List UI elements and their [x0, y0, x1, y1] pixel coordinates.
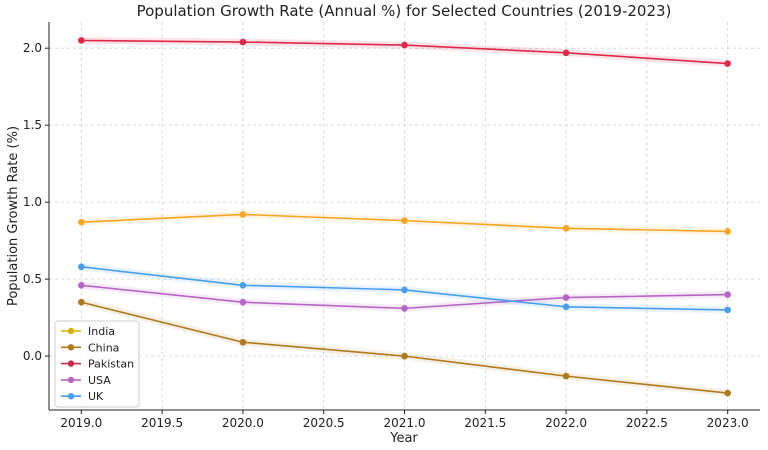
data-point-pakistan: [401, 41, 408, 49]
series-uk: [78, 263, 731, 314]
legend-marker-india: [67, 327, 75, 335]
series-lines: [78, 36, 731, 397]
data-point-usa: [562, 294, 570, 301]
legend-label-india: India: [88, 325, 115, 338]
y-axis-label: Population Growth Rate (%): [6, 126, 21, 306]
x-tick-label: 2021.5: [464, 416, 506, 430]
legend-label-usa: USA: [88, 374, 111, 387]
data-point-pakistan: [78, 37, 85, 44]
x-tick-label: 2020.0: [222, 416, 264, 430]
x-tick-label: 2022.5: [626, 416, 668, 430]
data-point-pakistan: [562, 49, 570, 57]
legend-box: [54, 320, 140, 408]
legend-marker-pakistan: [67, 360, 75, 367]
data-point-usa: [401, 305, 408, 312]
data-point-usa: [724, 291, 731, 298]
chart-title: Population Growth Rate (Annual %) for Se…: [137, 2, 672, 20]
y-tick-label: 0.5: [23, 272, 42, 286]
series-pakistan: [78, 36, 731, 68]
legend-label-pakistan: Pakistan: [88, 358, 134, 371]
data-point-uk: [401, 286, 408, 294]
data-point-china: [239, 338, 247, 346]
data-point-uk: [562, 303, 570, 311]
x-tick-label: 2021.0: [384, 416, 426, 430]
legend-marker-china: [67, 344, 75, 351]
data-point-india: [78, 218, 85, 226]
y-tick-label: 1.5: [23, 118, 42, 132]
x-tick-label: 2019.5: [141, 416, 183, 430]
data-point-china: [562, 372, 570, 380]
data-point-usa: [78, 281, 85, 289]
data-point-pakistan: [724, 60, 731, 67]
data-point-india: [401, 217, 408, 224]
data-point-uk: [724, 306, 731, 314]
legend-marker-uk: [67, 393, 75, 400]
legend-label-china: China: [88, 341, 119, 354]
data-point-uk: [78, 263, 85, 271]
x-tick-label: 2022.0: [545, 416, 587, 430]
data-point-india: [562, 225, 570, 232]
x-tick-label: 2023.0: [707, 416, 749, 430]
data-point-china: [401, 352, 408, 360]
series-usa: [78, 281, 731, 312]
y-tick-label: 2.0: [23, 41, 42, 55]
data-point-india: [239, 211, 247, 218]
x-tick-label: 2020.5: [303, 416, 345, 430]
x-tick-label: 2019.0: [60, 416, 102, 430]
y-axis-ticks: 0.0 0.5 1.0 1.5 2.0: [23, 41, 49, 363]
series-china: [78, 298, 731, 397]
data-point-china: [724, 389, 731, 397]
data-point-india: [724, 228, 731, 235]
data-point-usa: [239, 298, 247, 306]
legend: India China Pakistan USA UK: [54, 320, 140, 408]
y-tick-label: 1.0: [23, 195, 42, 209]
y-tick-label: 0.0: [23, 349, 42, 363]
x-axis-label: Year: [389, 431, 418, 446]
x-axis-ticks: 2019.0 2019.5 2020.0 2020.5 2021.0 2021.5 2022…: [60, 410, 749, 430]
data-point-pakistan: [239, 38, 247, 46]
legend-label-uk: UK: [88, 390, 104, 403]
legend-marker-usa: [67, 376, 75, 384]
series-india: [78, 210, 731, 235]
data-point-china: [78, 298, 85, 306]
data-point-uk: [239, 281, 247, 289]
